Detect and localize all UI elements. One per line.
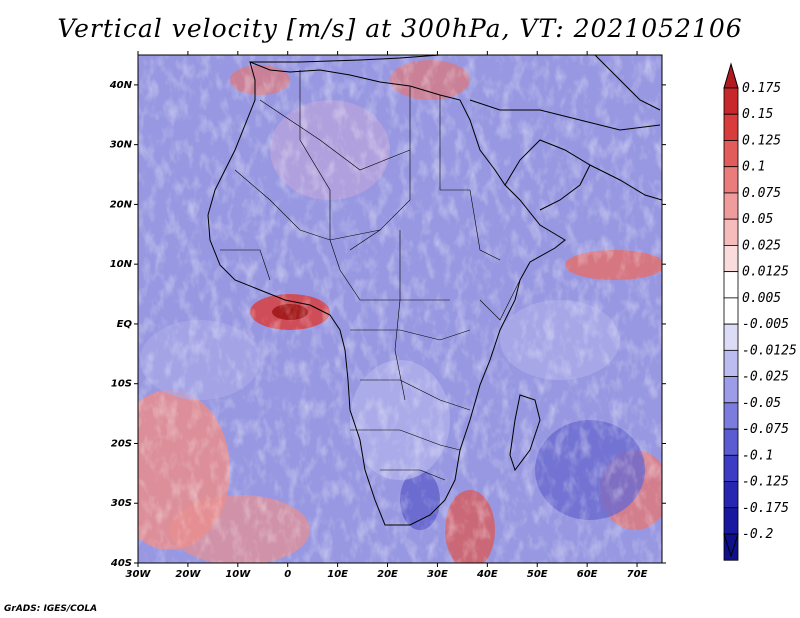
lat-label: 10S (111, 379, 132, 390)
colorbar-swatch (723, 402, 739, 430)
colorbar-label: 0.125 (742, 133, 781, 148)
lon-label: 0 (284, 569, 291, 580)
colorbar-top-arrow (723, 62, 739, 89)
lat-label: 10N (110, 259, 133, 270)
colorbar-label: -0.05 (742, 396, 781, 411)
lon-label: 30E (427, 569, 448, 580)
lon-label: 20E (377, 569, 398, 580)
credit-text: GrADS: IGES/COLA (4, 604, 98, 614)
colorbar-swatch (723, 218, 739, 246)
colorbar-label: 0.005 (742, 291, 781, 306)
colorbar-swatch (723, 481, 739, 509)
colorbar-label: -0.125 (742, 475, 789, 490)
lon-label: 40E (476, 569, 498, 580)
colorbar-swatch (723, 454, 739, 482)
colorbar-swatch (723, 192, 739, 220)
colorbar-swatch (723, 271, 739, 299)
lon-label: 30W (126, 569, 152, 580)
lat-label: 20S (111, 438, 132, 449)
lon-label: 70E (627, 569, 648, 580)
plot-frame (137, 54, 663, 564)
colorbar-label: -0.2 (742, 527, 773, 542)
lon-label: 60E (577, 569, 598, 580)
colorbar-swatch (723, 428, 739, 456)
colorbar-label: -0.075 (742, 422, 789, 437)
colorbar-label: -0.1 (742, 448, 773, 463)
latitude-axis: 40N 30N 20N 10N EQ 10S 20S 30S 40S (109, 80, 666, 569)
colorbar-swatch (723, 87, 739, 115)
colorbar-swatch (723, 166, 739, 194)
coastlines (207, 55, 662, 526)
colorbar-swatch (723, 507, 739, 535)
lat-label: EQ (117, 319, 133, 330)
lat-label: 40S (110, 558, 132, 569)
lon-label: 20W (175, 569, 201, 580)
lat-label: 30N (110, 140, 133, 151)
lon-label: 10W (225, 569, 251, 580)
lon-label: 10E (327, 569, 348, 580)
colorbar-swatch (723, 376, 739, 404)
colorbar-label: 0.175 (742, 81, 781, 96)
velocity-field (138, 55, 662, 563)
colorbar-swatch (723, 349, 739, 377)
colorbar-bottom-arrow (723, 533, 739, 558)
chart-title: Vertical velocity [m/s] at 300hPa, VT: 2… (57, 14, 743, 43)
colorbar-swatch (723, 297, 739, 325)
colorbar-label: 0.1 (742, 160, 765, 175)
colorbar-swatch (723, 140, 739, 168)
colorbar-label: 0.025 (742, 238, 781, 253)
lat-label: 30S (111, 498, 132, 509)
colorbar-label: 0.15 (742, 107, 773, 122)
colorbar-label: 0.05 (742, 212, 773, 227)
lon-label: 50E (527, 569, 548, 580)
colorbar-swatch (723, 245, 739, 273)
colorbar-swatch (723, 323, 739, 351)
colorbar-swatch (723, 113, 739, 141)
colorbar-label: -0.025 (742, 370, 789, 385)
colorbar: 0.175 0.15 0.125 0.1 0.075 0.05 0.025 0.0125 0.0… (723, 62, 797, 561)
country-borders (220, 70, 521, 481)
lat-label: 20N (110, 199, 133, 210)
lat-label: 40N (109, 80, 133, 91)
colorbar-label: 0.0125 (742, 265, 789, 280)
colorbar-label: -0.005 (742, 317, 789, 332)
colorbar-label: -0.175 (742, 501, 789, 516)
longitude-axis: 30W 20W 10W 0 10E 20E 30E 40E 50E 60E 70E (126, 51, 648, 580)
colorbar-label: -0.0125 (742, 343, 797, 358)
colorbar-label: 0.075 (742, 186, 781, 201)
